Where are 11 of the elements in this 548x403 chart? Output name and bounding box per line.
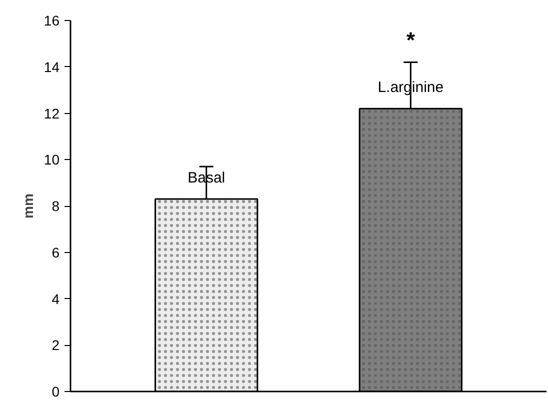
- annotation: *: [406, 28, 416, 53]
- y-tick-label: 16: [44, 12, 60, 28]
- y-tick-label: 0: [52, 384, 60, 400]
- y-tick-label: 10: [44, 152, 60, 168]
- y-tick-label: 12: [44, 105, 60, 122]
- y-tick-label: 6: [52, 244, 60, 260]
- y-tick-label: 8: [52, 198, 60, 214]
- y-tick-label: 14: [44, 58, 60, 75]
- y-axis-title: mm: [20, 194, 36, 218]
- y-tick-label: 2: [52, 337, 60, 354]
- y-tick-label: 4: [52, 290, 60, 307]
